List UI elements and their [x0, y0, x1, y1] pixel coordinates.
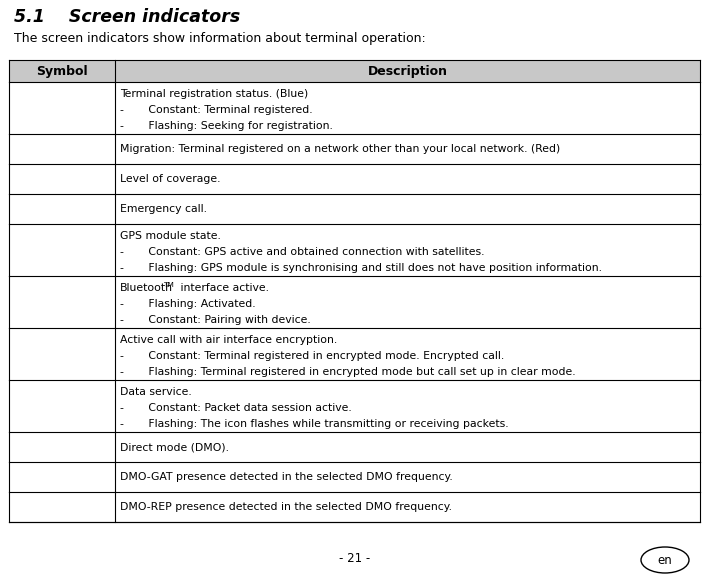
Bar	[9, 224, 700, 276]
Bar	[9, 134, 700, 164]
Bar	[9, 60, 700, 82]
Bar	[9, 462, 700, 492]
Bar	[9, 164, 700, 194]
Text: en: en	[657, 553, 672, 567]
Ellipse shape	[641, 547, 689, 573]
Text: 5.1    Screen indicators: 5.1 Screen indicators	[14, 8, 240, 26]
Text: Description: Description	[368, 65, 447, 78]
Text: Emergency call.: Emergency call.	[120, 204, 207, 214]
Bar	[9, 380, 700, 432]
Text: -       Flashing: GPS module is synchronising and still does not have position i: - Flashing: GPS module is synchronising …	[120, 263, 602, 273]
Text: GPS module state.: GPS module state.	[120, 231, 221, 241]
Text: -       Constant: GPS active and obtained connection with satellites.: - Constant: GPS active and obtained conn…	[120, 247, 484, 257]
Text: interface active.: interface active.	[177, 283, 269, 293]
Text: -       Constant: Terminal registered in encrypted mode. Encrypted call.: - Constant: Terminal registered in encry…	[120, 351, 504, 361]
Text: -       Flashing: The icon flashes while transmitting or receiving packets.: - Flashing: The icon flashes while trans…	[120, 419, 508, 429]
Text: Terminal registration status. (Blue): Terminal registration status. (Blue)	[120, 89, 308, 99]
Text: Level of coverage.: Level of coverage.	[120, 174, 221, 184]
Text: -       Flashing: Seeking for registration.: - Flashing: Seeking for registration.	[120, 121, 333, 131]
Text: Symbol: Symbol	[36, 65, 88, 78]
Text: The screen indicators show information about terminal operation:: The screen indicators show information a…	[14, 32, 426, 45]
Text: DMO-REP presence detected in the selected DMO frequency.: DMO-REP presence detected in the selecte…	[120, 502, 452, 512]
Text: -       Constant: Pairing with device.: - Constant: Pairing with device.	[120, 315, 311, 325]
Bar	[9, 82, 700, 134]
Text: -       Constant: Terminal registered.: - Constant: Terminal registered.	[120, 105, 312, 115]
Bar	[9, 492, 700, 522]
Text: -       Flashing: Terminal registered in encrypted mode but call set up in clear: - Flashing: Terminal registered in encry…	[120, 367, 576, 377]
Text: TM: TM	[163, 282, 174, 288]
Bar	[9, 328, 700, 380]
Text: - 21 -: - 21 -	[339, 552, 371, 564]
Text: Active call with air interface encryption.: Active call with air interface encryptio…	[120, 335, 337, 345]
Bar	[9, 276, 700, 328]
Bar	[9, 432, 700, 462]
Text: DMO-GAT presence detected in the selected DMO frequency.: DMO-GAT presence detected in the selecte…	[120, 472, 453, 482]
Text: -       Flashing: Activated.: - Flashing: Activated.	[120, 299, 256, 309]
Text: Migration: Terminal registered on a network other than your local network. (Red): Migration: Terminal registered on a netw…	[120, 144, 560, 154]
Text: Bluetooth: Bluetooth	[120, 283, 173, 293]
Text: -       Constant: Packet data session active.: - Constant: Packet data session active.	[120, 403, 351, 413]
Text: Direct mode (DMO).: Direct mode (DMO).	[120, 442, 229, 452]
Text: Data service.: Data service.	[120, 387, 192, 397]
Bar	[9, 194, 700, 224]
